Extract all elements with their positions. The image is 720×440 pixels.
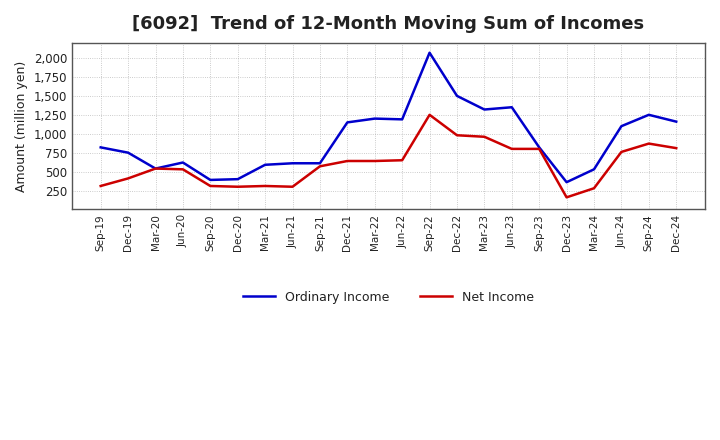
Ordinary Income [96,145,105,150]
Net Income [398,158,407,163]
Ordinary Income [480,107,489,112]
Ordinary Income [261,162,269,168]
Net Income [453,132,462,138]
Net Income [480,134,489,139]
Ordinary Income [590,167,598,172]
Ordinary Income [617,124,626,129]
Ordinary Income [535,145,544,150]
Title: [6092]  Trend of 12-Month Moving Sum of Incomes: [6092] Trend of 12-Month Moving Sum of I… [132,15,644,33]
Ordinary Income [288,161,297,166]
Net Income [562,195,571,200]
Ordinary Income [644,112,653,117]
Net Income [124,176,132,181]
Net Income [151,166,160,171]
Y-axis label: Amount (million yen): Amount (million yen) [15,61,28,192]
Net Income [315,164,324,169]
Ordinary Income [562,180,571,185]
Net Income [644,141,653,146]
Net Income [288,184,297,189]
Net Income [96,183,105,189]
Ordinary Income [426,50,434,55]
Net Income [672,146,680,151]
Net Income [508,146,516,151]
Ordinary Income [206,177,215,183]
Ordinary Income [179,160,187,165]
Legend: Ordinary Income, Net Income: Ordinary Income, Net Income [238,286,539,309]
Net Income [535,146,544,151]
Net Income [426,112,434,117]
Ordinary Income [672,119,680,124]
Ordinary Income [233,176,242,182]
Net Income [179,167,187,172]
Net Income [261,183,269,189]
Ordinary Income [124,150,132,155]
Net Income [343,158,351,164]
Net Income [590,186,598,191]
Ordinary Income [370,116,379,121]
Ordinary Income [343,120,351,125]
Ordinary Income [315,161,324,166]
Net Income [206,183,215,189]
Ordinary Income [508,105,516,110]
Line: Net Income: Net Income [101,115,676,198]
Net Income [370,158,379,164]
Ordinary Income [453,93,462,99]
Net Income [233,184,242,189]
Line: Ordinary Income: Ordinary Income [101,53,676,182]
Ordinary Income [151,166,160,171]
Net Income [617,149,626,154]
Ordinary Income [398,117,407,122]
